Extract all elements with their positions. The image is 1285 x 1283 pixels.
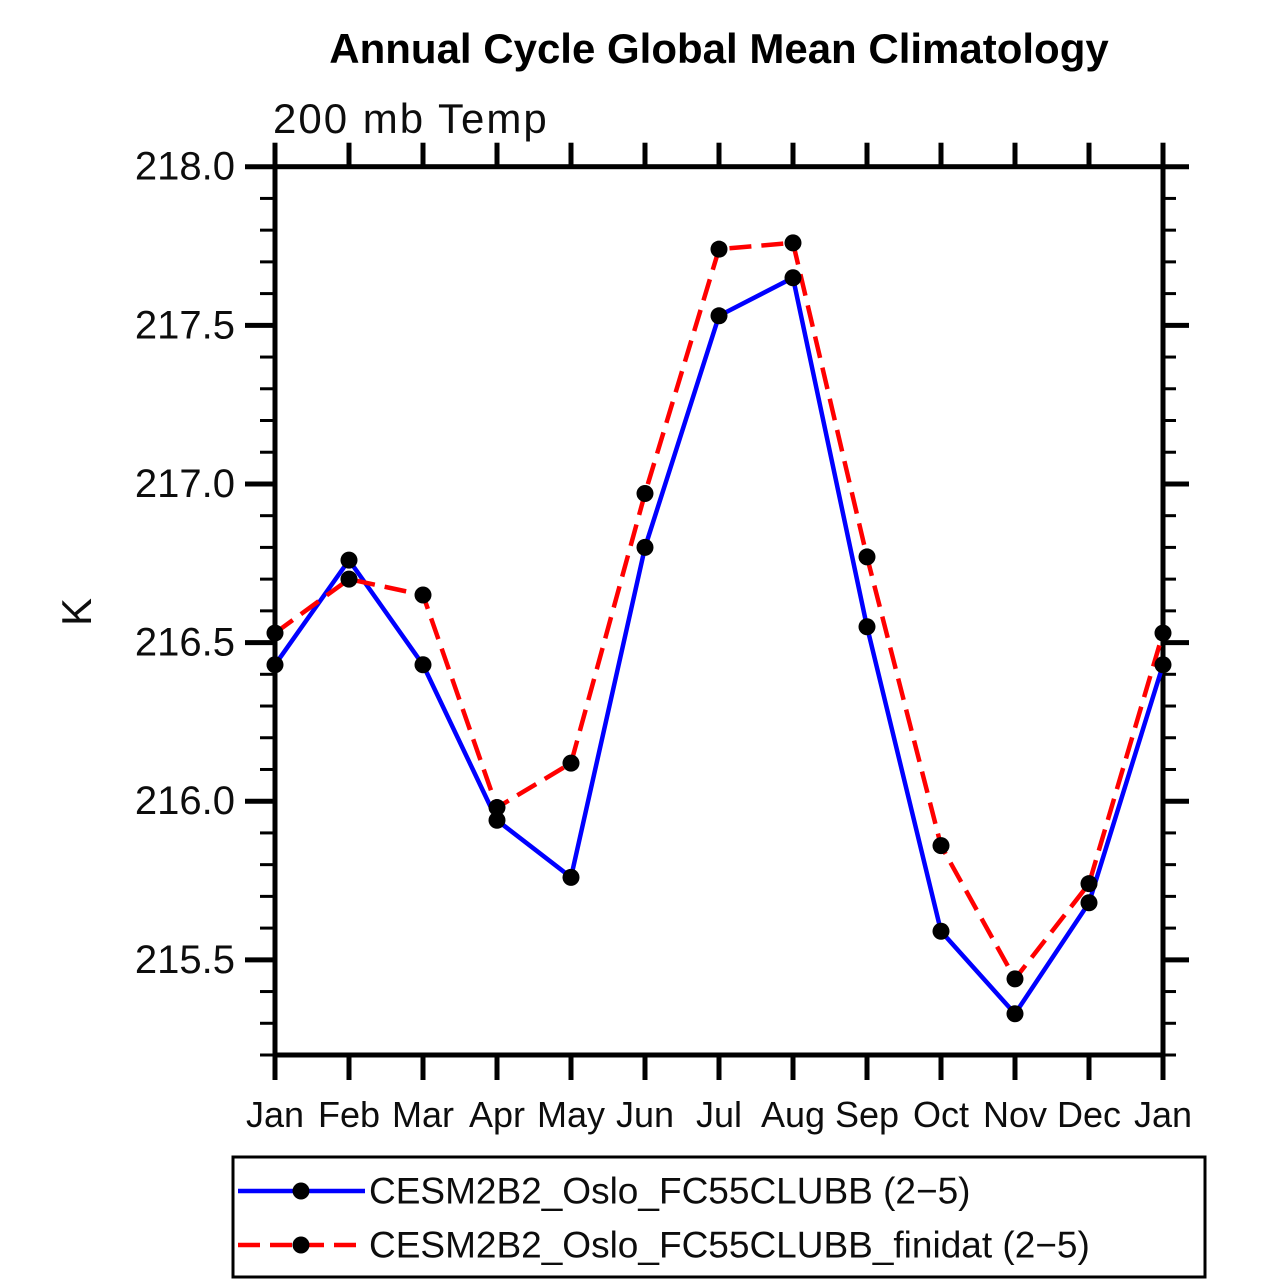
series-layer — [266, 234, 1172, 1023]
series-line — [273, 240, 1166, 983]
x-tick-label: Feb — [318, 1094, 380, 1135]
y-tick-label: 215.5 — [135, 938, 235, 982]
data-point-marker — [1006, 1005, 1024, 1023]
legend-box — [231, 1155, 1207, 1279]
data-point-marker — [1154, 656, 1172, 674]
y-tick-label: 217.0 — [135, 462, 235, 506]
y-tick-label: 216.5 — [135, 621, 235, 665]
y-axis-title: K — [53, 598, 100, 626]
legend-entry-label: CESM2B2_Oslo_FC55CLUBB_finidat (2−5) — [369, 1225, 1090, 1266]
data-point-marker — [1006, 970, 1024, 988]
data-point-marker — [636, 538, 654, 556]
data-point-marker — [562, 868, 580, 886]
legend-marker — [292, 1182, 310, 1200]
data-point-marker — [784, 269, 802, 287]
x-tick-label: Mar — [392, 1094, 454, 1135]
x-tick-label: Jan — [1134, 1094, 1192, 1135]
y-tick-label: 216.0 — [135, 779, 235, 823]
data-point-marker — [784, 234, 802, 252]
axes: 215.5 216.0 216.5 217.0 217.5 218.0 Jan Feb Mar A… — [135, 142, 1192, 1135]
data-point-marker — [858, 618, 876, 636]
data-point-marker — [932, 922, 950, 940]
x-tick-label: Jan — [246, 1094, 304, 1135]
data-point-marker — [1080, 875, 1098, 893]
x-tick-label: Dec — [1057, 1094, 1121, 1135]
x-tick-label: Oct — [913, 1094, 969, 1135]
x-tick-label: May — [537, 1094, 605, 1135]
x-tick-label: Jun — [616, 1094, 674, 1135]
data-point-marker — [562, 754, 580, 772]
legend-entry: CESM2B2_Oslo_FC55CLUBB (2−5) — [238, 1171, 971, 1212]
legend-marker — [292, 1236, 310, 1254]
x-tick-label: Sep — [835, 1094, 899, 1135]
data-point-marker — [636, 484, 654, 502]
chart-subtitle: 200 mb Temp — [273, 95, 549, 142]
data-point-marker — [1080, 894, 1098, 912]
data-point-marker — [340, 570, 358, 588]
data-point-marker — [488, 799, 506, 817]
chart-title: Annual Cycle Global Mean Climatology — [329, 25, 1109, 72]
data-point-marker — [932, 837, 950, 855]
legend: CESM2B2_Oslo_FC55CLUBB (2−5) CESM2B2_Oslo… — [231, 1155, 1207, 1279]
legend-entry-label: CESM2B2_Oslo_FC55CLUBB (2−5) — [369, 1171, 971, 1212]
data-point-marker — [488, 811, 506, 829]
data-point-marker — [710, 240, 728, 258]
data-point-marker — [710, 307, 728, 325]
plot-frame — [272, 164, 1166, 1058]
data-point-marker — [414, 656, 432, 674]
legend-entries: CESM2B2_Oslo_FC55CLUBB (2−5) CESM2B2_Oslo… — [238, 1171, 1090, 1266]
data-point-marker — [266, 624, 284, 642]
data-point-marker — [1154, 624, 1172, 642]
x-tick-label: Nov — [983, 1094, 1047, 1135]
legend-entry: CESM2B2_Oslo_FC55CLUBB_finidat (2−5) — [238, 1225, 1090, 1266]
x-tick-label: Apr — [469, 1094, 525, 1135]
data-point-marker — [414, 586, 432, 604]
x-tick-label: Aug — [761, 1094, 825, 1135]
y-tick-label: 218.0 — [135, 145, 235, 189]
y-tick-label: 217.5 — [135, 303, 235, 347]
data-point-marker — [858, 548, 876, 566]
x-tick-label: Jul — [696, 1094, 742, 1135]
data-point-marker — [340, 551, 358, 569]
data-point-marker — [266, 656, 284, 674]
series-line — [273, 274, 1166, 1018]
